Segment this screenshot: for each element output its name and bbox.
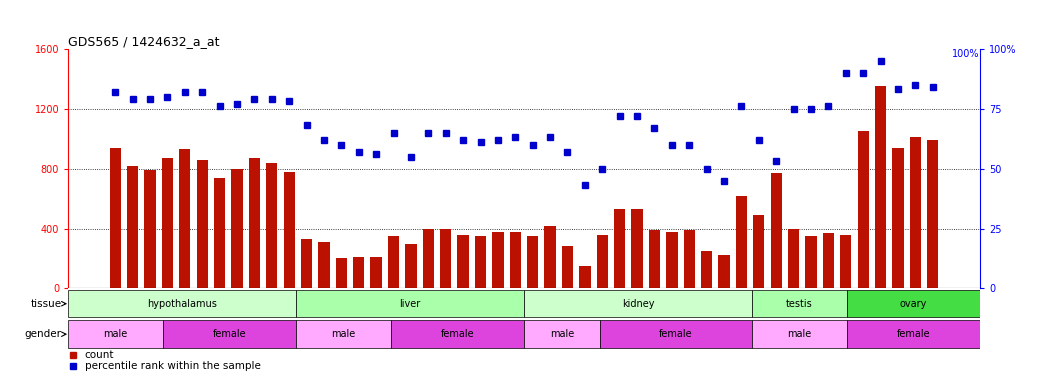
Bar (335, 258, 347, 288)
Bar (770, 173, 782, 288)
Text: testis: testis (786, 299, 813, 309)
Bar (718, 255, 729, 288)
Bar (475, 236, 486, 288)
Bar (388, 236, 399, 288)
Bar (214, 178, 225, 288)
Bar (110, 148, 121, 288)
Bar (524, 290, 752, 317)
Text: female: female (897, 329, 931, 339)
Text: gender: gender (25, 329, 62, 339)
Bar (736, 196, 747, 288)
Bar (857, 131, 869, 288)
Bar (752, 290, 847, 317)
Bar (596, 234, 608, 288)
Bar (68, 321, 163, 348)
Bar (840, 234, 851, 288)
Text: hypothalamus: hypothalamus (147, 299, 217, 309)
Bar (353, 257, 365, 288)
Bar (391, 321, 524, 348)
Text: GDS565 / 1424632_a_at: GDS565 / 1424632_a_at (68, 34, 220, 48)
Text: 100%: 100% (953, 49, 980, 59)
Bar (805, 236, 816, 288)
Bar (493, 231, 503, 288)
Bar (823, 233, 834, 288)
Bar (319, 242, 330, 288)
Bar (145, 170, 156, 288)
Text: ovary: ovary (900, 299, 927, 309)
Bar (179, 149, 191, 288)
Text: kidney: kidney (621, 299, 654, 309)
Bar (458, 234, 468, 288)
Bar (197, 160, 208, 288)
Text: female: female (213, 329, 246, 339)
Bar (562, 246, 573, 288)
Bar (614, 209, 626, 288)
Bar (440, 228, 452, 288)
Text: male: male (787, 329, 811, 339)
Bar (371, 257, 381, 288)
Bar (545, 225, 555, 288)
Bar (284, 172, 294, 288)
Bar (163, 321, 297, 348)
Bar (649, 230, 660, 288)
Bar (847, 321, 980, 348)
Bar (701, 251, 713, 288)
Bar (232, 169, 243, 288)
Bar (910, 137, 921, 288)
Text: male: male (550, 329, 574, 339)
Bar (875, 86, 887, 288)
Bar (527, 236, 539, 288)
Bar (927, 140, 938, 288)
Bar (892, 148, 903, 288)
Bar (422, 228, 434, 288)
Bar (580, 266, 590, 288)
Bar (667, 231, 677, 288)
Bar (788, 228, 800, 288)
Bar (248, 158, 260, 288)
Bar (406, 243, 417, 288)
Text: male: male (104, 329, 128, 339)
Bar (266, 163, 278, 288)
Bar (631, 209, 642, 288)
Bar (754, 215, 764, 288)
Bar (524, 321, 599, 348)
Bar (161, 158, 173, 288)
Bar (301, 239, 312, 288)
Text: male: male (331, 329, 355, 339)
Bar (509, 231, 521, 288)
Bar (127, 166, 138, 288)
Text: female: female (659, 329, 693, 339)
Bar (297, 290, 524, 317)
Text: liver: liver (399, 299, 420, 309)
Bar (847, 290, 980, 317)
Bar (68, 290, 296, 317)
Bar (297, 321, 391, 348)
Bar (683, 230, 695, 288)
Bar (599, 321, 752, 348)
Text: female: female (441, 329, 475, 339)
Text: tissue: tissue (30, 299, 62, 309)
Text: count: count (85, 350, 114, 360)
Bar (752, 321, 847, 348)
Text: percentile rank within the sample: percentile rank within the sample (85, 361, 260, 371)
